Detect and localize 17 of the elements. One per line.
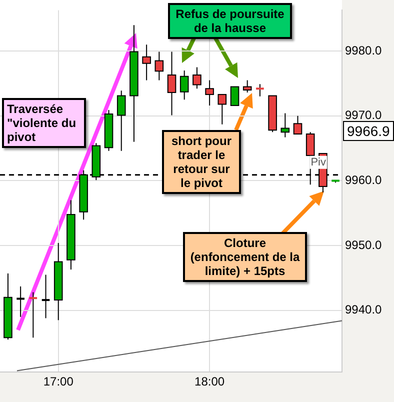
y-tick-label: 9940.0 bbox=[345, 302, 382, 317]
ref-line-label: Piv bbox=[310, 156, 326, 168]
text: 9966.9 bbox=[343, 121, 394, 141]
candlestick bbox=[16, 286, 24, 318]
x-tick-label: 18:00 bbox=[194, 374, 225, 389]
candlestick bbox=[29, 292, 38, 338]
annotation: Refus de poursuite de la hausse bbox=[168, 3, 292, 39]
y-tick-label: 9970.0 bbox=[345, 108, 382, 122]
annotation: short pour trader le retour sur le pivot bbox=[162, 130, 241, 194]
y-tick-label: 9980.0 bbox=[345, 43, 382, 58]
x-tick-label: 17:00 bbox=[43, 374, 74, 389]
y-tick-label: 9950.0 bbox=[345, 238, 382, 252]
annotation: Cloture (enfoncement de la limite) + 15pts bbox=[183, 232, 307, 282]
candlestick bbox=[256, 84, 264, 97]
annotation: Traversée "violente du pivot bbox=[2, 98, 86, 148]
y-tick-label: 9960.0 bbox=[345, 173, 382, 188]
candlestick bbox=[42, 274, 50, 319]
